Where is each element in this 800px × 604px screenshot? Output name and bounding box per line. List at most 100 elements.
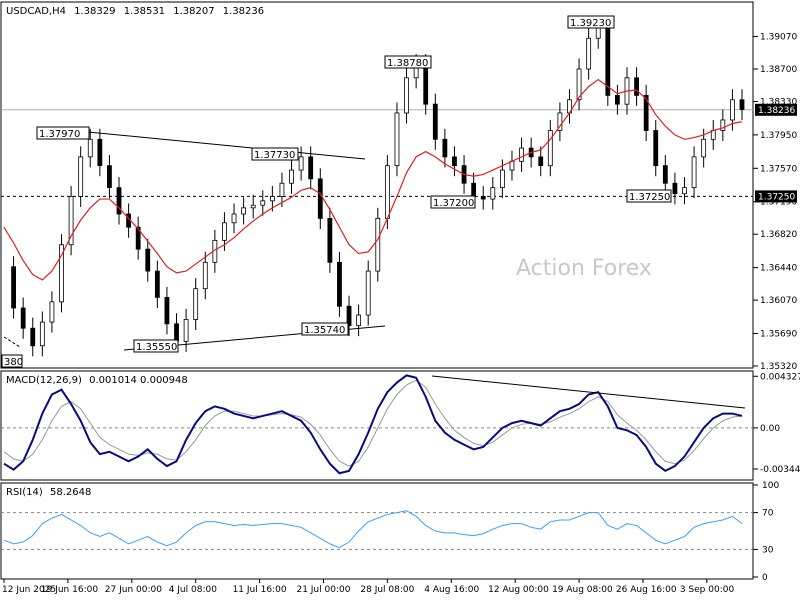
- candle-body: [222, 222, 227, 241]
- candle-body: [269, 196, 275, 202]
- candle-body: [557, 112, 563, 131]
- candle-body: [154, 270, 160, 298]
- candle-body: [682, 187, 687, 195]
- price-tick-label: 1.37950: [760, 131, 797, 141]
- price-label-box: [133, 339, 179, 353]
- candle-body: [720, 119, 726, 131]
- candle-body: [490, 187, 496, 200]
- edge-trendline: [3, 336, 21, 348]
- candle-body: [576, 68, 582, 101]
- price-tick-label: 1.39070: [760, 33, 797, 43]
- candle-body: [337, 261, 342, 307]
- candle-body: [30, 327, 36, 347]
- candle-body: [11, 266, 16, 309]
- x-tick-label: 28 Jul 08:00: [360, 585, 414, 595]
- price-label: 380: [4, 357, 23, 368]
- candle-body: [39, 321, 45, 347]
- candle-body: [499, 169, 505, 189]
- candle-body: [317, 178, 323, 219]
- x-tick-label: 3 Sep 00:00: [680, 585, 735, 595]
- candle-body: [586, 37, 592, 70]
- candle-body: [519, 147, 524, 162]
- candle-body: [730, 99, 735, 121]
- candle-body: [78, 156, 84, 197]
- price-tick-label: 1.36070: [760, 296, 797, 306]
- price-label: 1.38780: [387, 58, 428, 69]
- price-tick-label: 1.37190: [760, 198, 797, 208]
- price-label-box: [430, 195, 476, 209]
- candle-body: [97, 138, 103, 167]
- macd-label: MACD(12,26,9) 0.001014 0.000948: [6, 375, 188, 386]
- price-label: 1.35740: [304, 325, 345, 336]
- price-label: 1.37200: [433, 198, 474, 209]
- candle-body: [452, 156, 457, 167]
- price-label-box: [384, 55, 432, 69]
- price-layer: 1.37970 1.37730 1.35550 1.35740 1.38780 1.392…: [1, 15, 753, 368]
- rsi-line: [3, 510, 743, 549]
- macd-signal-line: [3, 379, 743, 467]
- chart-symbol-ohlc: USDCAD,H4 1.38329 1.38531 1.38207 1.3823…: [6, 6, 264, 17]
- candle-body: [691, 156, 697, 189]
- candle-body: [471, 182, 477, 197]
- candle-body: [672, 182, 678, 195]
- x-tick-label: 12 Aug 00:00: [488, 585, 549, 595]
- price-label: 1.35550: [136, 342, 177, 353]
- marked-level-flag: [755, 190, 797, 203]
- price-label-box: [567, 15, 615, 29]
- candle-body: [404, 77, 409, 114]
- high-value: 1.38531: [124, 6, 165, 17]
- candle-body: [68, 196, 74, 246]
- candle-body: [365, 270, 371, 316]
- candle-body: [202, 261, 208, 290]
- candle-body: [547, 130, 553, 167]
- candle-body: [231, 213, 237, 224]
- price-label: 1.39230: [570, 18, 611, 29]
- x-tick-label: 27 Jun 00:00: [105, 585, 162, 595]
- candle-body: [653, 130, 659, 167]
- candle-body: [634, 77, 639, 96]
- macd-layer: [1, 374, 753, 475]
- candle-body: [615, 94, 620, 105]
- candle-body: [701, 138, 707, 158]
- price-label: 1.37250: [629, 192, 670, 203]
- watermark: Action Forex: [516, 256, 652, 281]
- macd-tick-label: 0.004327: [760, 372, 800, 382]
- candle-body: [442, 138, 448, 158]
- candle-body: [384, 165, 390, 219]
- candle-body: [710, 130, 716, 140]
- candle-body: [193, 288, 199, 320]
- x-tick-label: 19 Jun 16:00: [41, 585, 98, 595]
- macd-panel-frame: [0, 370, 754, 481]
- price-tick-label: 1.38330: [760, 98, 797, 108]
- candle-body: [346, 305, 352, 326]
- candle-body: [480, 196, 486, 200]
- candle-body: [59, 244, 64, 303]
- rsi-layer: [1, 510, 753, 550]
- x-tick-label: 26 Aug 16:00: [616, 585, 677, 595]
- x-tick-label: 19 Aug 08:00: [552, 585, 613, 595]
- candle-body: [394, 112, 400, 167]
- candle-body: [250, 204, 256, 209]
- candle-body: [183, 319, 189, 342]
- candle-body: [107, 165, 112, 189]
- low-value: 1.38207: [173, 6, 214, 17]
- price-label-box: [301, 322, 349, 336]
- moving-average-line: [3, 78, 743, 281]
- x-tick-label: 11 Jul 16:00: [233, 585, 287, 595]
- rsi-panel-frame: [0, 482, 754, 580]
- candle-body: [289, 169, 294, 184]
- rsi-tick-label: 30: [762, 545, 774, 555]
- price-label: 1.37730: [254, 150, 295, 161]
- candle-body: [174, 323, 179, 342]
- x-tick-label: 4 Jul 08:00: [169, 585, 218, 595]
- rsi-tick-label: 70: [762, 509, 774, 519]
- x-tick-label: 12 Jun 2025: [2, 585, 56, 595]
- candle-body: [739, 99, 745, 110]
- candle-body: [662, 165, 668, 184]
- price-label-box: [36, 126, 90, 140]
- candle-body: [375, 217, 381, 272]
- candle-body: [509, 160, 515, 171]
- current-price-flag-label: 1.38236: [758, 106, 795, 116]
